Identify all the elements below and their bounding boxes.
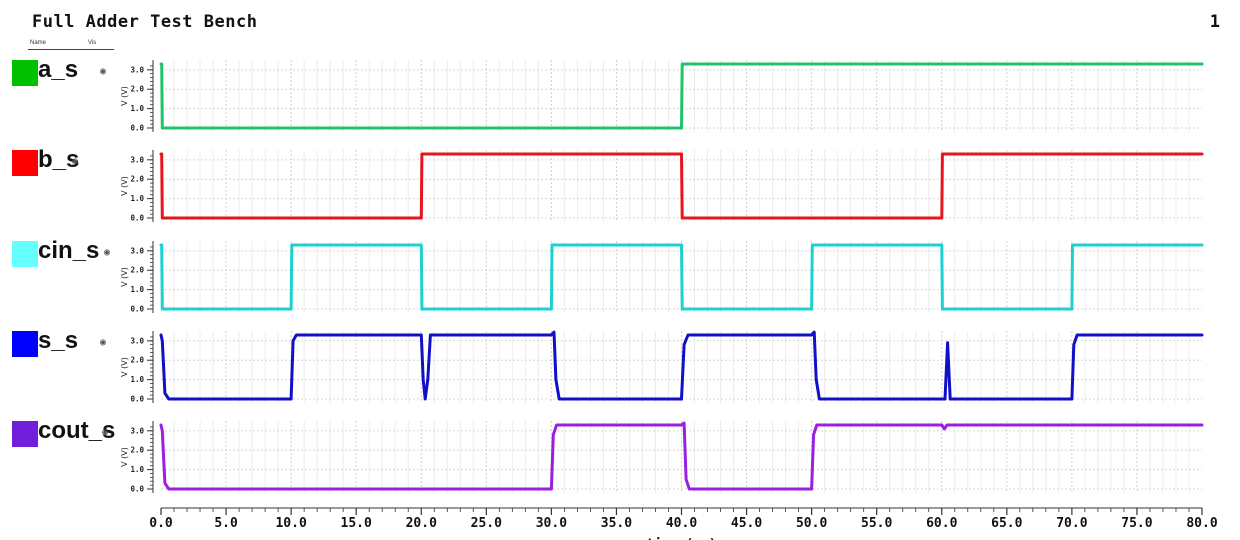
signal-s-s[interactable]: s_s ◉ [12,327,152,359]
x-tick-label: 40.0 [666,516,697,531]
x-tick-label: 30.0 [536,516,567,531]
trace-a-s [159,62,1204,130]
x-tick-label: 75.0 [1121,516,1152,531]
x-tick-label: 45.0 [731,516,762,531]
y-tick-label: 0.0 [130,124,144,133]
signal-color-swatch [12,421,38,447]
x-tick-label: 25.0 [471,516,502,531]
y-tick-label: 3.0 [130,246,144,255]
x-tick-label: 0.0 [149,516,173,531]
y-tick-label: 2.0 [130,356,144,365]
x-axis-label: time (ns) [646,537,716,540]
y-tick-label: 0.0 [130,485,144,494]
signal-color-swatch [12,150,38,176]
trace-cin-s [159,243,1204,311]
y-tick-label: 0.0 [130,305,144,314]
page-number: 1 [1209,12,1220,32]
y-tick-label: 1.0 [130,375,144,384]
signal-cin-s[interactable]: cin_s ◉ [12,237,152,269]
eye-icon[interactable]: ◉ [72,156,79,167]
x-tick-label: 50.0 [796,516,827,531]
signal-name: a_s [38,56,79,83]
x-tick-label: 10.0 [275,516,306,531]
y-tick-label: 1.0 [130,285,144,294]
y-axis-label: V (V) [120,176,129,196]
x-tick-label: 35.0 [601,516,632,531]
y-tick-label: 1.0 [130,194,144,203]
x-tick-label: 20.0 [406,516,437,531]
y-axis-label: V (V) [120,447,129,467]
y-tick-label: 3.0 [130,336,144,345]
trace-b-s [159,152,1204,220]
y-axis-label: V (V) [120,357,129,377]
eye-icon[interactable]: ◉ [102,427,109,438]
x-tick-label: 80.0 [1186,516,1217,531]
x-tick-label: 70.0 [1056,516,1087,531]
x-tick-label: 5.0 [214,516,238,531]
y-tick-label: 1.0 [130,104,144,113]
x-tick-label: 60.0 [926,516,957,531]
signal-name: b_s [38,146,80,173]
signal-name: s_s [38,327,79,354]
y-axis-label: V (V) [120,86,129,106]
y-tick-label: 2.0 [130,85,144,94]
x-tick-label: 65.0 [991,516,1022,531]
column-header-vis: Vis [88,40,97,46]
signal-color-swatch [12,241,38,267]
header-divider [28,49,114,50]
signal-cout-s[interactable]: cout_s ◉ [12,417,152,449]
trace-s-s [159,330,1204,401]
y-tick-label: 3.0 [130,426,144,435]
signal-color-swatch [12,331,38,357]
signal-b-s[interactable]: b_s ◉ [12,146,152,178]
x-tick-label: 55.0 [861,516,892,531]
y-tick-label: 3.0 [130,65,144,74]
y-tick-label: 2.0 [130,446,144,455]
y-axis-label: V (V) [120,267,129,287]
signal-name: cin_s [38,237,100,264]
signal-a-s[interactable]: a_s ◉ [12,56,152,88]
eye-icon[interactable]: ◉ [100,66,107,77]
y-tick-label: 1.0 [130,465,144,474]
eye-icon[interactable]: ◉ [100,337,107,348]
signal-color-swatch [12,60,38,86]
x-tick-label: 15.0 [341,516,372,531]
y-tick-label: 0.0 [130,395,144,404]
trace-cout-s [159,421,1204,491]
eye-icon[interactable]: ◉ [104,247,111,258]
y-tick-label: 3.0 [130,155,144,164]
y-tick-label: 2.0 [130,175,144,184]
signal-name: cout_s [38,417,116,444]
y-tick-label: 0.0 [130,214,144,223]
page-title: Full Adder Test Bench [32,12,258,32]
y-tick-label: 2.0 [130,266,144,275]
column-header-name: Name [30,40,47,46]
